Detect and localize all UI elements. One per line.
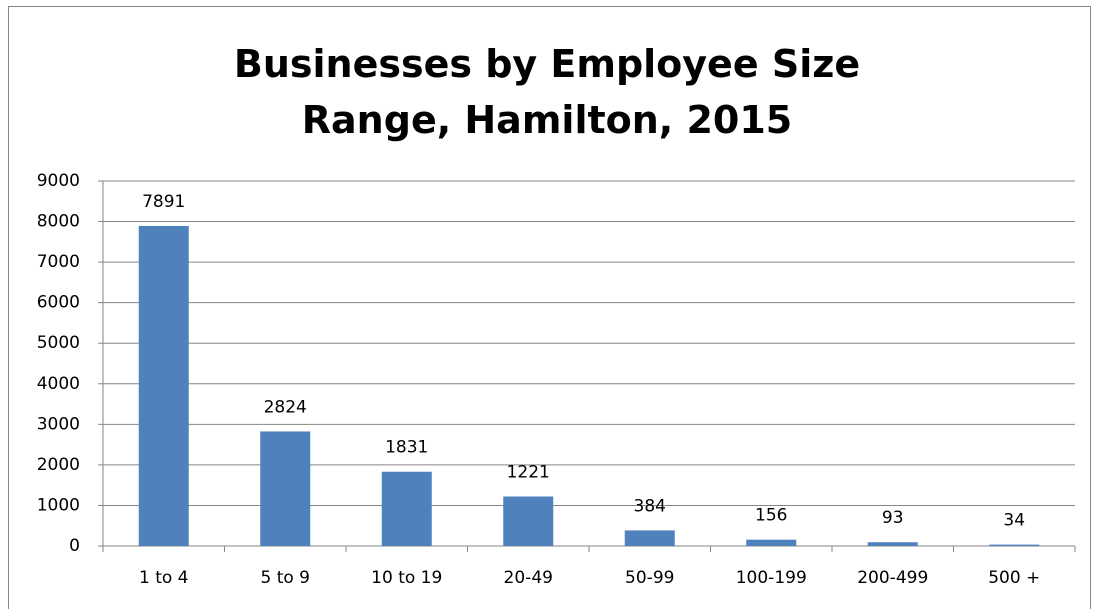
x-tick-label: 50-99 [625,568,674,588]
x-tick-label: 1 to 4 [139,568,189,588]
y-tick-label: 1000 [37,495,80,515]
data-label: 7891 [142,192,185,212]
y-tick-label: 4000 [37,374,80,394]
y-tick-label: 7000 [37,252,80,272]
x-tick-label: 20-49 [504,568,553,588]
x-tick-label: 200-499 [857,568,928,588]
y-tick-label: 3000 [37,414,80,434]
y-tick-label: 0 [69,536,80,556]
x-tick-label: 100-199 [736,568,807,588]
x-tick-label: 5 to 9 [260,568,310,588]
y-tick-label: 8000 [37,212,80,232]
y-tick-label: 9000 [37,171,80,191]
data-label: 384 [634,496,666,516]
x-tick-label: 10 to 19 [371,568,442,588]
data-label: 156 [755,506,787,526]
bar [503,496,554,546]
bar [138,225,189,546]
y-tick-label: 2000 [37,455,80,475]
bar [624,530,675,546]
bar [867,542,918,546]
data-label: 93 [882,508,904,528]
data-label: 34 [1003,511,1025,531]
x-tick-label: 500 + [988,568,1040,588]
y-tick-label: 5000 [37,333,80,353]
chart-border [8,6,1091,609]
data-label: 1831 [385,438,428,458]
y-tick-label: 6000 [37,293,80,313]
chart-title: Businesses by Employee Size Range, Hamil… [233,42,861,142]
data-label: 2824 [264,397,307,417]
bar [260,431,311,546]
bar [746,539,797,546]
bar [381,471,432,546]
data-label: 1221 [507,462,550,482]
bar [989,544,1040,546]
